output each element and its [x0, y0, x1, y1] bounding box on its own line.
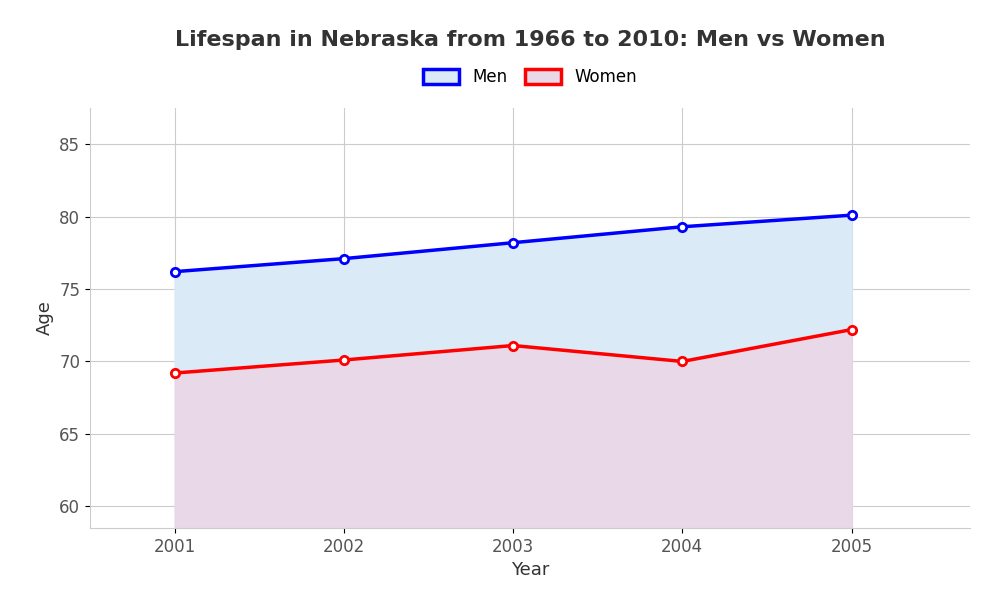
Y-axis label: Age: Age [36, 301, 54, 335]
X-axis label: Year: Year [511, 561, 549, 579]
Legend: Men, Women: Men, Women [416, 62, 644, 93]
Title: Lifespan in Nebraska from 1966 to 2010: Men vs Women: Lifespan in Nebraska from 1966 to 2010: … [175, 29, 885, 49]
